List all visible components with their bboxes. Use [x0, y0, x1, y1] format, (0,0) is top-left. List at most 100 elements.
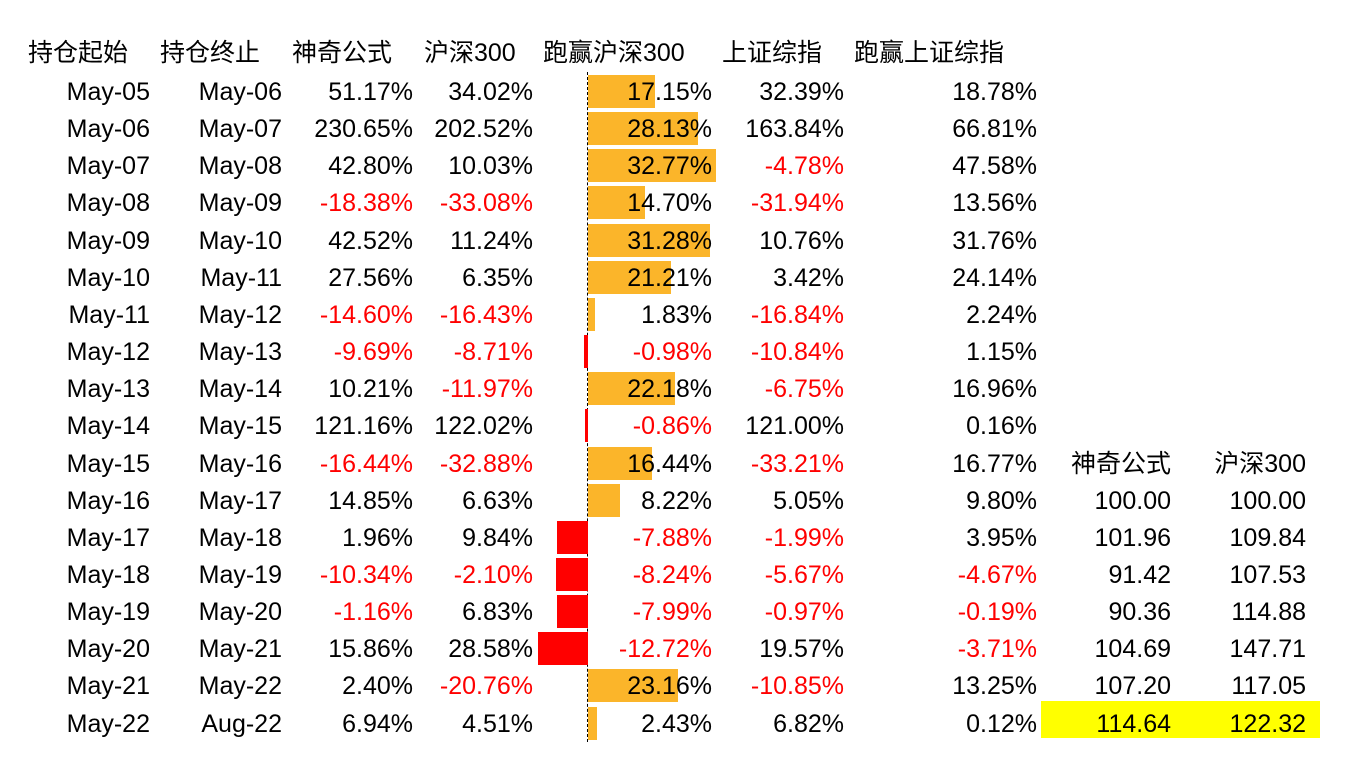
- csi300-return-cell: 34.02%: [448, 78, 533, 106]
- excess-vs-sse-cell: 0.12%: [966, 709, 1037, 738]
- magic-formula-return-cell: 51.17%: [328, 78, 413, 106]
- csi300-index-cell: 100.00: [1229, 486, 1306, 515]
- magic-formula-return-cell: -14.60%: [319, 300, 413, 329]
- end-date-cell: May-09: [198, 189, 282, 218]
- end-date-cell: May-14: [198, 375, 282, 404]
- sse-return-cell: -0.97%: [764, 598, 844, 627]
- negative-bar: [584, 335, 588, 369]
- magic-formula-index-cell: 114.64: [1096, 709, 1171, 738]
- end-date-cell: May-06: [198, 78, 282, 106]
- positive-bar: [588, 186, 646, 220]
- start-date-cell: May-12: [66, 338, 150, 367]
- end-date-cell: May-10: [198, 226, 282, 255]
- start-date-cell: May-18: [66, 560, 150, 589]
- magic-formula-return-cell: 10.21%: [328, 375, 413, 404]
- magic-formula-return-cell: 2.40%: [342, 672, 413, 701]
- excess-vs-sse-cell: 31.76%: [952, 226, 1037, 255]
- csi300-index-cell: 114.88: [1231, 598, 1306, 627]
- magic-formula-return-cell: 14.85%: [328, 486, 413, 515]
- csi300-return-cell: 6.83%: [462, 598, 533, 627]
- magic-formula-index-cell: 100.00: [1094, 486, 1171, 515]
- sse-return-cell: -16.84%: [750, 300, 844, 329]
- csi300-return-cell: -20.76%: [439, 672, 533, 701]
- start-date-cell: May-19: [66, 598, 150, 627]
- csi300-return-cell: -16.43%: [439, 300, 533, 329]
- magic-formula-return-cell: 27.56%: [328, 263, 413, 292]
- csi300-return-cell: 11.24%: [450, 226, 533, 255]
- sse-return-cell: -1.99%: [764, 523, 844, 552]
- sse-return-cell: -4.78%: [764, 152, 844, 181]
- csi300-return-cell: -11.97%: [441, 375, 533, 404]
- excess-vs-sse-cell: 13.25%: [952, 672, 1037, 701]
- start-date-cell: May-05: [66, 78, 150, 106]
- excess-vs-sse-cell: 3.95%: [966, 523, 1037, 552]
- final-value-highlight: [1041, 701, 1320, 738]
- positive-bar: [588, 669, 679, 703]
- end-date-cell: May-11: [200, 263, 282, 292]
- csi300-return-cell: 202.52%: [434, 115, 533, 144]
- end-date-cell: Aug-22: [201, 709, 282, 738]
- magic-formula-return-cell: 121.16%: [314, 412, 413, 441]
- excess-vs-sse-cell: 66.81%: [952, 115, 1037, 144]
- column-header-start-date: 持仓起始: [28, 39, 129, 67]
- positive-bar: [588, 75, 655, 108]
- excess-vs-csi300-cell: 2.43%: [641, 709, 712, 738]
- excess-vs-sse-cell: 1.15%: [966, 338, 1037, 367]
- excess-vs-csi300-cell: 1.83%: [641, 300, 712, 329]
- end-date-cell: May-15: [198, 412, 282, 441]
- sse-return-cell: 121.00%: [745, 412, 844, 441]
- sse-return-cell: -33.21%: [750, 449, 844, 478]
- sse-return-cell: 3.42%: [773, 263, 844, 292]
- excess-vs-csi300-cell: 14.70%: [627, 189, 712, 218]
- index-header-0: 神奇公式: [1070, 449, 1171, 478]
- csi300-index-cell: 122.32: [1229, 709, 1306, 738]
- end-date-cell: May-20: [198, 598, 282, 627]
- end-date-cell: May-18: [198, 523, 282, 552]
- start-date-cell: May-10: [66, 263, 150, 292]
- positive-bar: [588, 223, 710, 257]
- positive-bar: [588, 149, 716, 183]
- excess-vs-csi300-cell: 32.77%: [627, 152, 712, 181]
- sse-return-cell: 32.39%: [759, 78, 844, 106]
- start-date-cell: May-17: [66, 523, 150, 552]
- end-date-cell: May-13: [198, 338, 282, 367]
- excess-vs-csi300-cell: 17.15%: [627, 78, 712, 106]
- start-date-cell: May-11: [68, 300, 150, 329]
- excess-vs-csi300-cell: 16.44%: [627, 449, 712, 478]
- end-date-cell: May-16: [198, 449, 282, 478]
- excess-vs-sse-cell: -3.71%: [957, 635, 1037, 664]
- excess-vs-csi300-cell: 8.22%: [641, 486, 712, 515]
- sse-return-cell: 10.76%: [759, 226, 844, 255]
- magic-formula-return-cell: 230.65%: [314, 115, 413, 144]
- sse-return-cell: -10.85%: [750, 672, 844, 701]
- excess-vs-sse-cell: 2.24%: [966, 300, 1037, 329]
- excess-vs-csi300-cell: -8.24%: [632, 560, 712, 589]
- csi300-return-cell: -2.10%: [453, 560, 533, 589]
- excess-vs-csi300-cell: 22.18%: [627, 375, 712, 404]
- start-date-cell: May-15: [66, 449, 150, 478]
- magic-formula-return-cell: 42.80%: [328, 152, 413, 181]
- magic-formula-index-cell: 90.36: [1108, 598, 1171, 627]
- excess-vs-csi300-cell: 21.21%: [627, 263, 712, 292]
- end-date-cell: May-12: [198, 300, 282, 329]
- magic-formula-return-cell: -1.16%: [333, 598, 413, 627]
- column-header-sse-return: 上证综指: [722, 39, 823, 67]
- excess-vs-csi300-cell: 28.13%: [627, 115, 712, 144]
- excess-vs-sse-cell: 9.80%: [966, 486, 1037, 515]
- sse-return-cell: -10.84%: [750, 338, 844, 367]
- magic-formula-return-cell: 6.94%: [342, 709, 413, 738]
- magic-formula-return-cell: 1.96%: [342, 523, 413, 552]
- positive-bar: [588, 446, 653, 480]
- sse-return-cell: -31.94%: [750, 189, 844, 218]
- csi300-return-cell: 6.35%: [462, 263, 533, 292]
- start-date-cell: May-09: [66, 226, 150, 255]
- csi300-index-cell: 147.71: [1229, 635, 1306, 664]
- bar-axis-line: [587, 72, 588, 742]
- index-header-1: 沪深300: [1214, 449, 1306, 478]
- magic-formula-index-cell: 91.42: [1108, 560, 1171, 589]
- excess-vs-sse-cell: 18.78%: [952, 78, 1037, 106]
- start-date-cell: May-06: [66, 115, 150, 144]
- magic-formula-return-cell: 42.52%: [328, 226, 413, 255]
- column-header-csi300-return: 沪深300: [424, 39, 516, 67]
- excess-vs-sse-cell: 13.56%: [952, 189, 1037, 218]
